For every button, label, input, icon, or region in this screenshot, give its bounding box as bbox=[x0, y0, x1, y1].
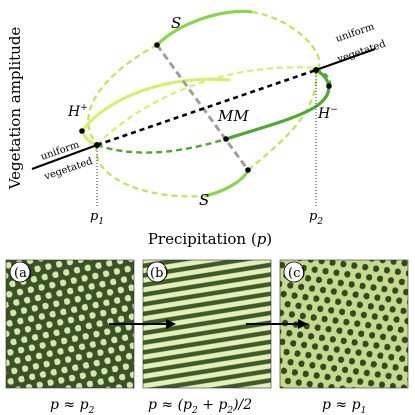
panel-b: (b) p ≈ (p2 + p2)/2 bbox=[142, 259, 272, 415]
y-axis-label: Vegetation amplitude bbox=[6, 27, 24, 191]
arrow-a-to-b bbox=[109, 319, 176, 329]
hminus-branch-solid bbox=[225, 68, 331, 141]
bifurcation-point-p2 bbox=[313, 67, 319, 73]
mm-point bbox=[223, 136, 229, 142]
arrow-b-to-c bbox=[246, 319, 308, 329]
label-s-top: S bbox=[171, 14, 181, 32]
panel-a: (a) p ≈ p2 bbox=[5, 259, 135, 415]
branch-label-lower: uniform vegetated bbox=[39, 139, 94, 183]
inner-lower-dashed bbox=[96, 137, 227, 154]
label-mm: MM bbox=[217, 107, 249, 125]
uniform-branch-middle-dashed bbox=[96, 68, 317, 147]
uniform-branch-right-solid bbox=[315, 48, 376, 71]
panel-c-badge bbox=[283, 261, 305, 283]
label-hplus: H+ bbox=[67, 103, 88, 120]
bifurcation-point-p1 bbox=[94, 142, 100, 148]
outer-loop-right-dashed bbox=[251, 10, 321, 71]
uniform-branch-left-solid bbox=[31, 144, 98, 170]
svg-text:uniform: uniform bbox=[334, 21, 376, 45]
saddle-node-bottom bbox=[245, 167, 251, 173]
panel-b-badge-label: (b) bbox=[150, 266, 168, 281]
hplus-point bbox=[79, 128, 85, 134]
panel-a-badge bbox=[9, 261, 31, 283]
label-hminus: H− bbox=[317, 105, 338, 122]
panel-a-badge-label: (a) bbox=[14, 266, 32, 281]
panel-b-caption: p ≈ (p2 + p2)/2 bbox=[148, 397, 252, 415]
hplus-branch-solid bbox=[80, 77, 231, 132]
outer-loop-bottom-solid bbox=[204, 169, 250, 198]
panel-c-badge-label: (c) bbox=[288, 266, 305, 281]
hplus-branch-start bbox=[80, 130, 98, 147]
panel-b-badge bbox=[146, 261, 168, 283]
pattern-panels: (a) p ≈ p2 (b) p ≈ (p2 + p2)/2 (c) p ≈ p… bbox=[5, 259, 409, 415]
panel-c-caption: p ≈ p1 bbox=[322, 397, 366, 415]
outer-loop-top-solid bbox=[155, 9, 253, 47]
outer-loop-upper-left-dashed bbox=[87, 44, 158, 146]
outer-loop-bottom-dashed bbox=[95, 144, 206, 198]
panel-c: (c) p ≈ p1 bbox=[279, 259, 409, 415]
panel-a-caption: p ≈ p2 bbox=[50, 397, 95, 415]
saddle-node-top bbox=[154, 42, 160, 48]
label-s-bottom: S bbox=[199, 191, 209, 209]
branch-label-upper: uniform vegetated bbox=[334, 21, 387, 65]
tick-p1: p1 bbox=[90, 209, 104, 227]
hminus-point bbox=[326, 83, 332, 89]
lower-loop-dashed bbox=[96, 66, 319, 146]
tick-p2: p2 bbox=[309, 209, 323, 227]
x-axis-label: Precipitation (p) bbox=[148, 230, 272, 248]
bifurcation-diagram: S S MM H+ H− uniform vegetated uniform v… bbox=[6, 9, 388, 248]
